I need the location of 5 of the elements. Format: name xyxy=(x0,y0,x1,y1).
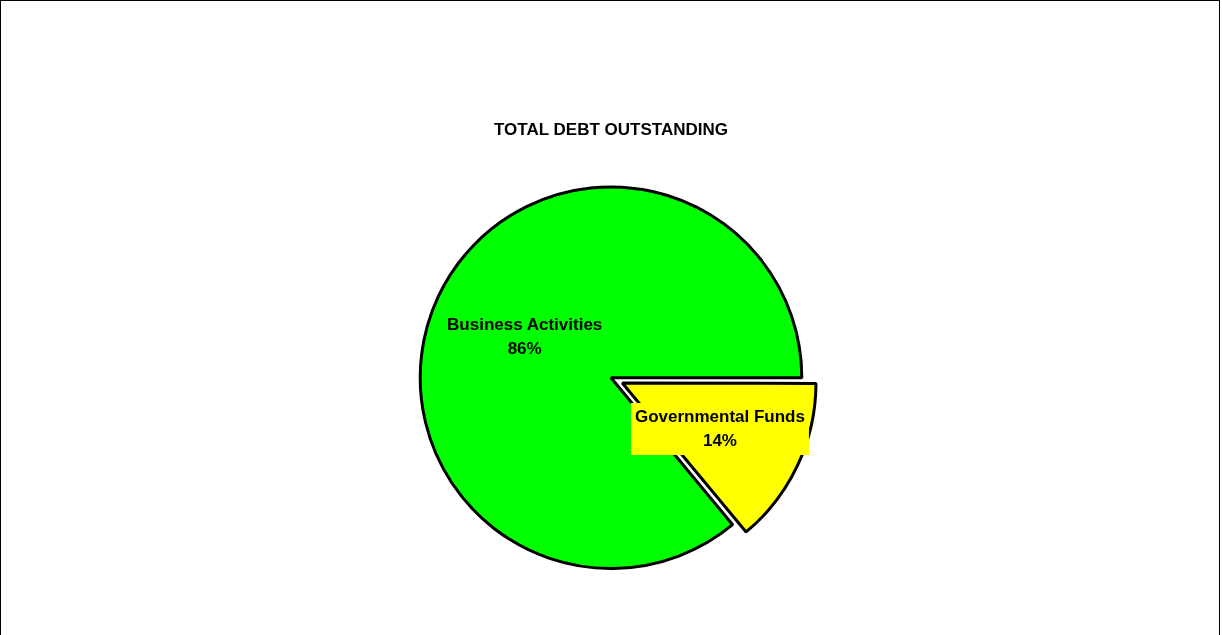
slice-label: Governmental Funds xyxy=(634,406,805,426)
slice-label: Business Activities xyxy=(447,314,603,334)
data-label: 86% xyxy=(507,338,542,358)
data-label: 14% xyxy=(702,430,737,450)
chart-title: TOTAL DEBT OUTSTANDING xyxy=(494,119,728,139)
